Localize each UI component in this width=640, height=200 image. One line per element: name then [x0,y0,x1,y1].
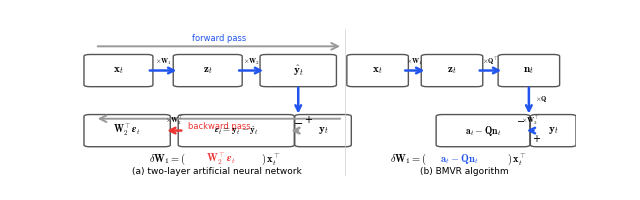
Text: $\mathbf{a}_t - \mathbf{Q}\mathbf{n}_t$: $\mathbf{a}_t - \mathbf{Q}\mathbf{n}_t$ [440,152,479,166]
Text: $\mathbf{x}_t$: $\mathbf{x}_t$ [372,65,383,76]
Text: (a) two-layer artificial neural network: (a) two-layer artificial neural network [132,167,301,176]
FancyBboxPatch shape [295,115,351,147]
FancyBboxPatch shape [84,115,170,147]
Text: $\mathbf{y}_t$: $\mathbf{y}_t$ [548,125,559,136]
Text: $\times\mathbf{W}_2^\top$: $\times\mathbf{W}_2^\top$ [521,115,540,127]
Text: $\times\mathbf{W}_1$: $\times\mathbf{W}_1$ [155,57,172,67]
Text: $+$: $+$ [532,133,541,144]
Text: $\delta\mathbf{W}_1 = ($: $\delta\mathbf{W}_1 = ($ [150,151,187,167]
Text: $-$: $-$ [516,115,525,125]
FancyBboxPatch shape [421,54,483,87]
Text: $)\, \mathbf{x}_t^\top$: $)\, \mathbf{x}_t^\top$ [261,151,281,167]
FancyBboxPatch shape [531,115,576,147]
Text: $\mathbf{z}_t$: $\mathbf{z}_t$ [203,65,212,76]
Text: $\delta\mathbf{W}_1 = ($: $\delta\mathbf{W}_1 = ($ [390,151,428,167]
FancyBboxPatch shape [498,54,559,87]
Text: (b) BMVR algorithm: (b) BMVR algorithm [420,167,509,176]
Text: $\mathbf{W}_2^\top \boldsymbol{\epsilon}_t$: $\mathbf{W}_2^\top \boldsymbol{\epsilon}… [207,150,236,167]
Text: $\mathbf{z}_t$: $\mathbf{z}_t$ [447,65,457,76]
Text: $\mathbf{n}_t$: $\mathbf{n}_t$ [524,65,534,76]
FancyBboxPatch shape [178,115,294,147]
Text: $\times\mathbf{Q}^\top$: $\times\mathbf{Q}^\top$ [482,56,499,67]
Text: $\times\mathbf{W}_2$: $\times\mathbf{W}_2$ [243,57,260,67]
Text: $\mathbf{y}_t$: $\mathbf{y}_t$ [317,125,328,136]
Text: +: + [304,115,312,125]
Text: $)\, \mathbf{x}_t^\top$: $)\, \mathbf{x}_t^\top$ [507,151,527,167]
Text: $-$: $-$ [293,117,303,127]
FancyBboxPatch shape [84,54,153,87]
Text: $\hat{\mathbf{y}}_t$: $\hat{\mathbf{y}}_t$ [292,64,304,78]
Text: backward pass: backward pass [188,122,250,131]
FancyBboxPatch shape [260,54,337,87]
Text: $\mathbf{x}_t$: $\mathbf{x}_t$ [113,65,124,76]
FancyBboxPatch shape [347,54,408,87]
FancyBboxPatch shape [436,115,530,147]
Text: $\mathbf{a}_t - \mathbf{Q}\mathbf{n}_t$: $\mathbf{a}_t - \mathbf{Q}\mathbf{n}_t$ [465,124,501,138]
FancyBboxPatch shape [173,54,242,87]
Text: $\times\mathbf{Q}$: $\times\mathbf{Q}$ [535,94,548,104]
Text: $\boldsymbol{\epsilon}_t = \mathbf{y}_t - \hat{\mathbf{y}}_t$: $\boldsymbol{\epsilon}_t = \mathbf{y}_t … [214,124,259,137]
Text: $\times\mathbf{W}_2^\top$: $\times\mathbf{W}_2^\top$ [164,115,184,127]
Text: $\times\mathbf{W}_1$: $\times\mathbf{W}_1$ [406,57,423,67]
Text: $\mathbf{W}_2^\top \boldsymbol{\epsilon}_t$: $\mathbf{W}_2^\top \boldsymbol{\epsilon}… [113,123,141,138]
Text: forward pass: forward pass [192,34,246,43]
